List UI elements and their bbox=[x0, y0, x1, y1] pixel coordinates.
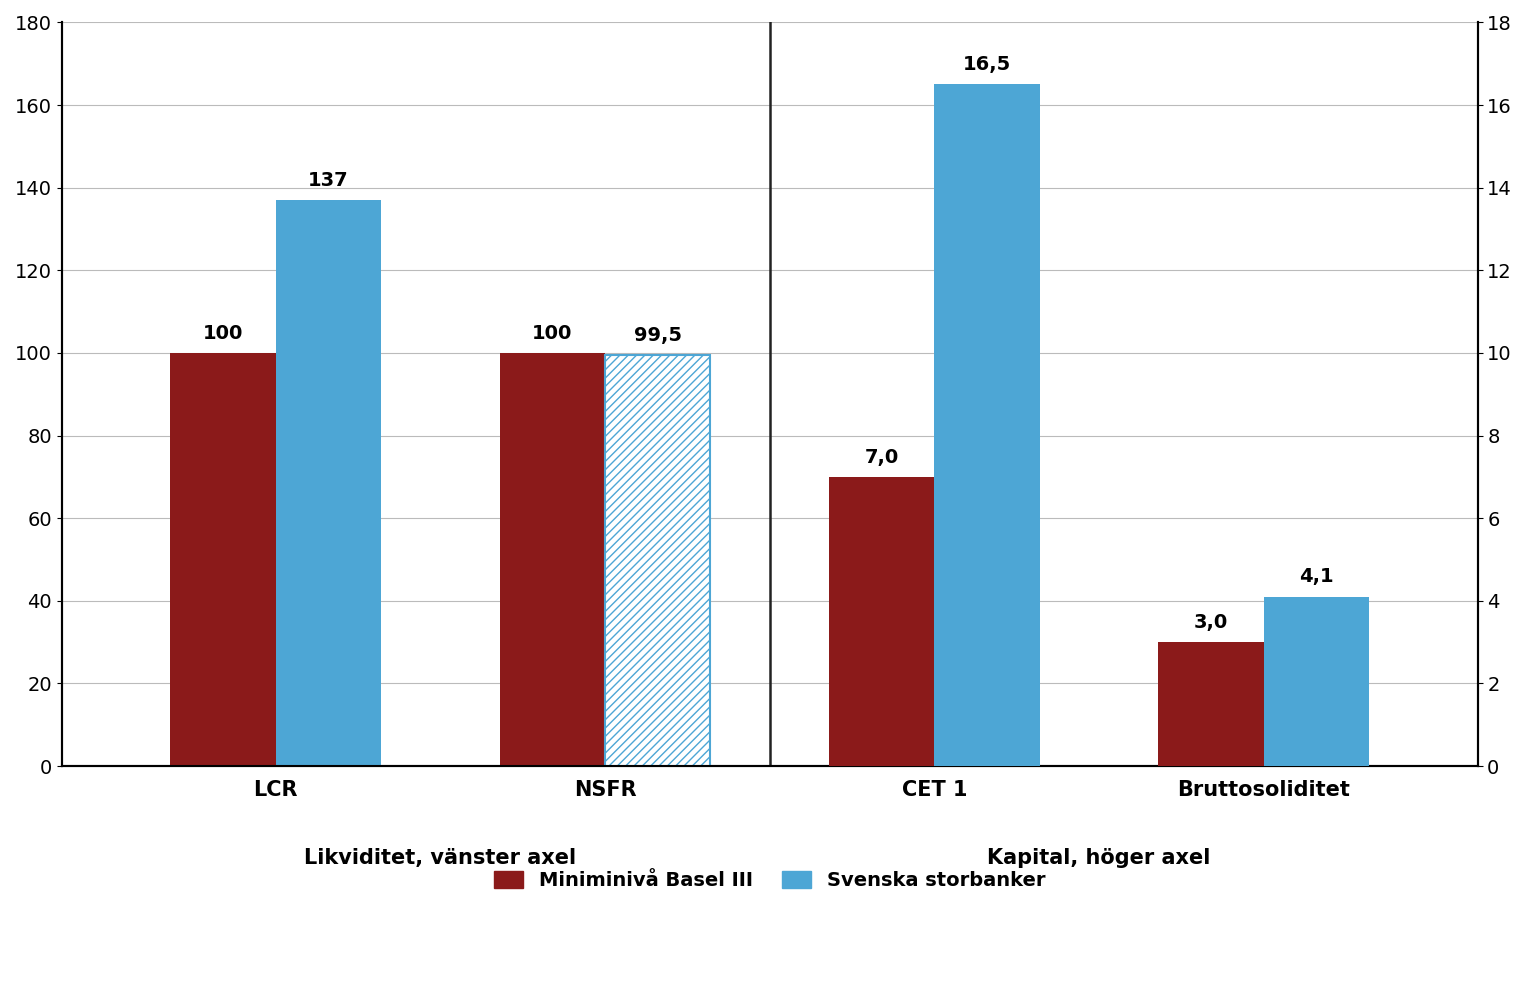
Bar bbox=[171, 353, 276, 766]
Text: 3,0: 3,0 bbox=[1194, 613, 1228, 632]
Bar bbox=[1157, 642, 1263, 766]
Bar bbox=[1263, 597, 1368, 766]
Text: Likviditet, vänster axel: Likviditet, vänster axel bbox=[304, 847, 576, 868]
Text: 100: 100 bbox=[531, 324, 573, 343]
Bar bbox=[276, 200, 382, 766]
Bar bbox=[499, 353, 605, 766]
Text: 100: 100 bbox=[203, 324, 243, 343]
Bar bbox=[829, 477, 935, 766]
Text: 4,1: 4,1 bbox=[1299, 567, 1333, 586]
Text: 99,5: 99,5 bbox=[634, 326, 681, 345]
Text: Kapital, höger axel: Kapital, höger axel bbox=[986, 847, 1211, 868]
Legend: Miniminivå Basel III, Svenska storbanker: Miniminivå Basel III, Svenska storbanker bbox=[486, 862, 1054, 897]
Text: 7,0: 7,0 bbox=[864, 448, 899, 467]
Bar bbox=[935, 85, 1040, 766]
Text: 16,5: 16,5 bbox=[964, 55, 1011, 74]
Text: 137: 137 bbox=[308, 170, 348, 189]
Bar bbox=[605, 355, 710, 766]
